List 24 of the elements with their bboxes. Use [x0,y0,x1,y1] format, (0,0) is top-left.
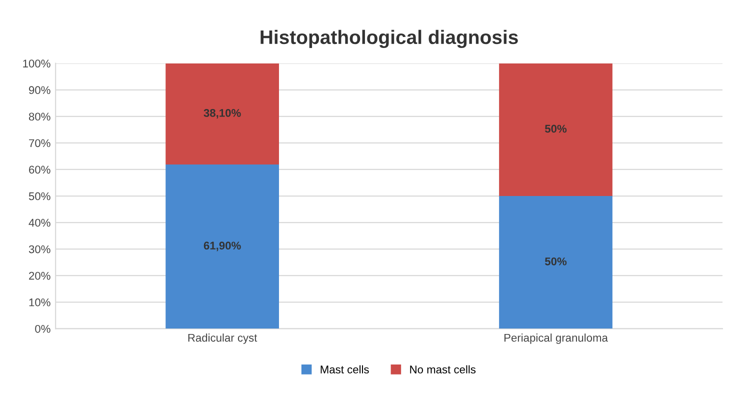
data-label: 61,90% [204,242,241,252]
y-tick-label: 50% [28,192,50,200]
y-tick-label: 20% [29,272,50,280]
chart-title: Histopathological diagnosis [260,30,518,48]
bar [166,164,279,329]
y-tick-label: 70% [29,139,50,148]
bar [499,196,612,329]
y-tick-label: 60% [29,166,50,174]
legend-label: No mast cells [410,365,476,374]
y-tick-label: 40% [28,218,50,227]
y-tick-label: 0% [35,324,50,333]
data-label: 50% [544,257,567,266]
bar [166,63,279,164]
legend-label: Mast cells [320,365,369,374]
x-tick-label: Periapical granuloma [504,334,608,344]
data-label: 38,10% [204,109,241,118]
data-label: 50% [544,124,567,133]
y-tick-label: 80% [28,112,50,121]
bar [499,63,612,196]
y-tick-label: 90% [28,86,50,94]
y-tick-label: 30% [28,245,50,254]
y-tick-label: 100% [23,60,50,68]
y-tick-label: 10% [29,298,50,306]
x-tick-label: Radicular cyst [188,334,258,344]
